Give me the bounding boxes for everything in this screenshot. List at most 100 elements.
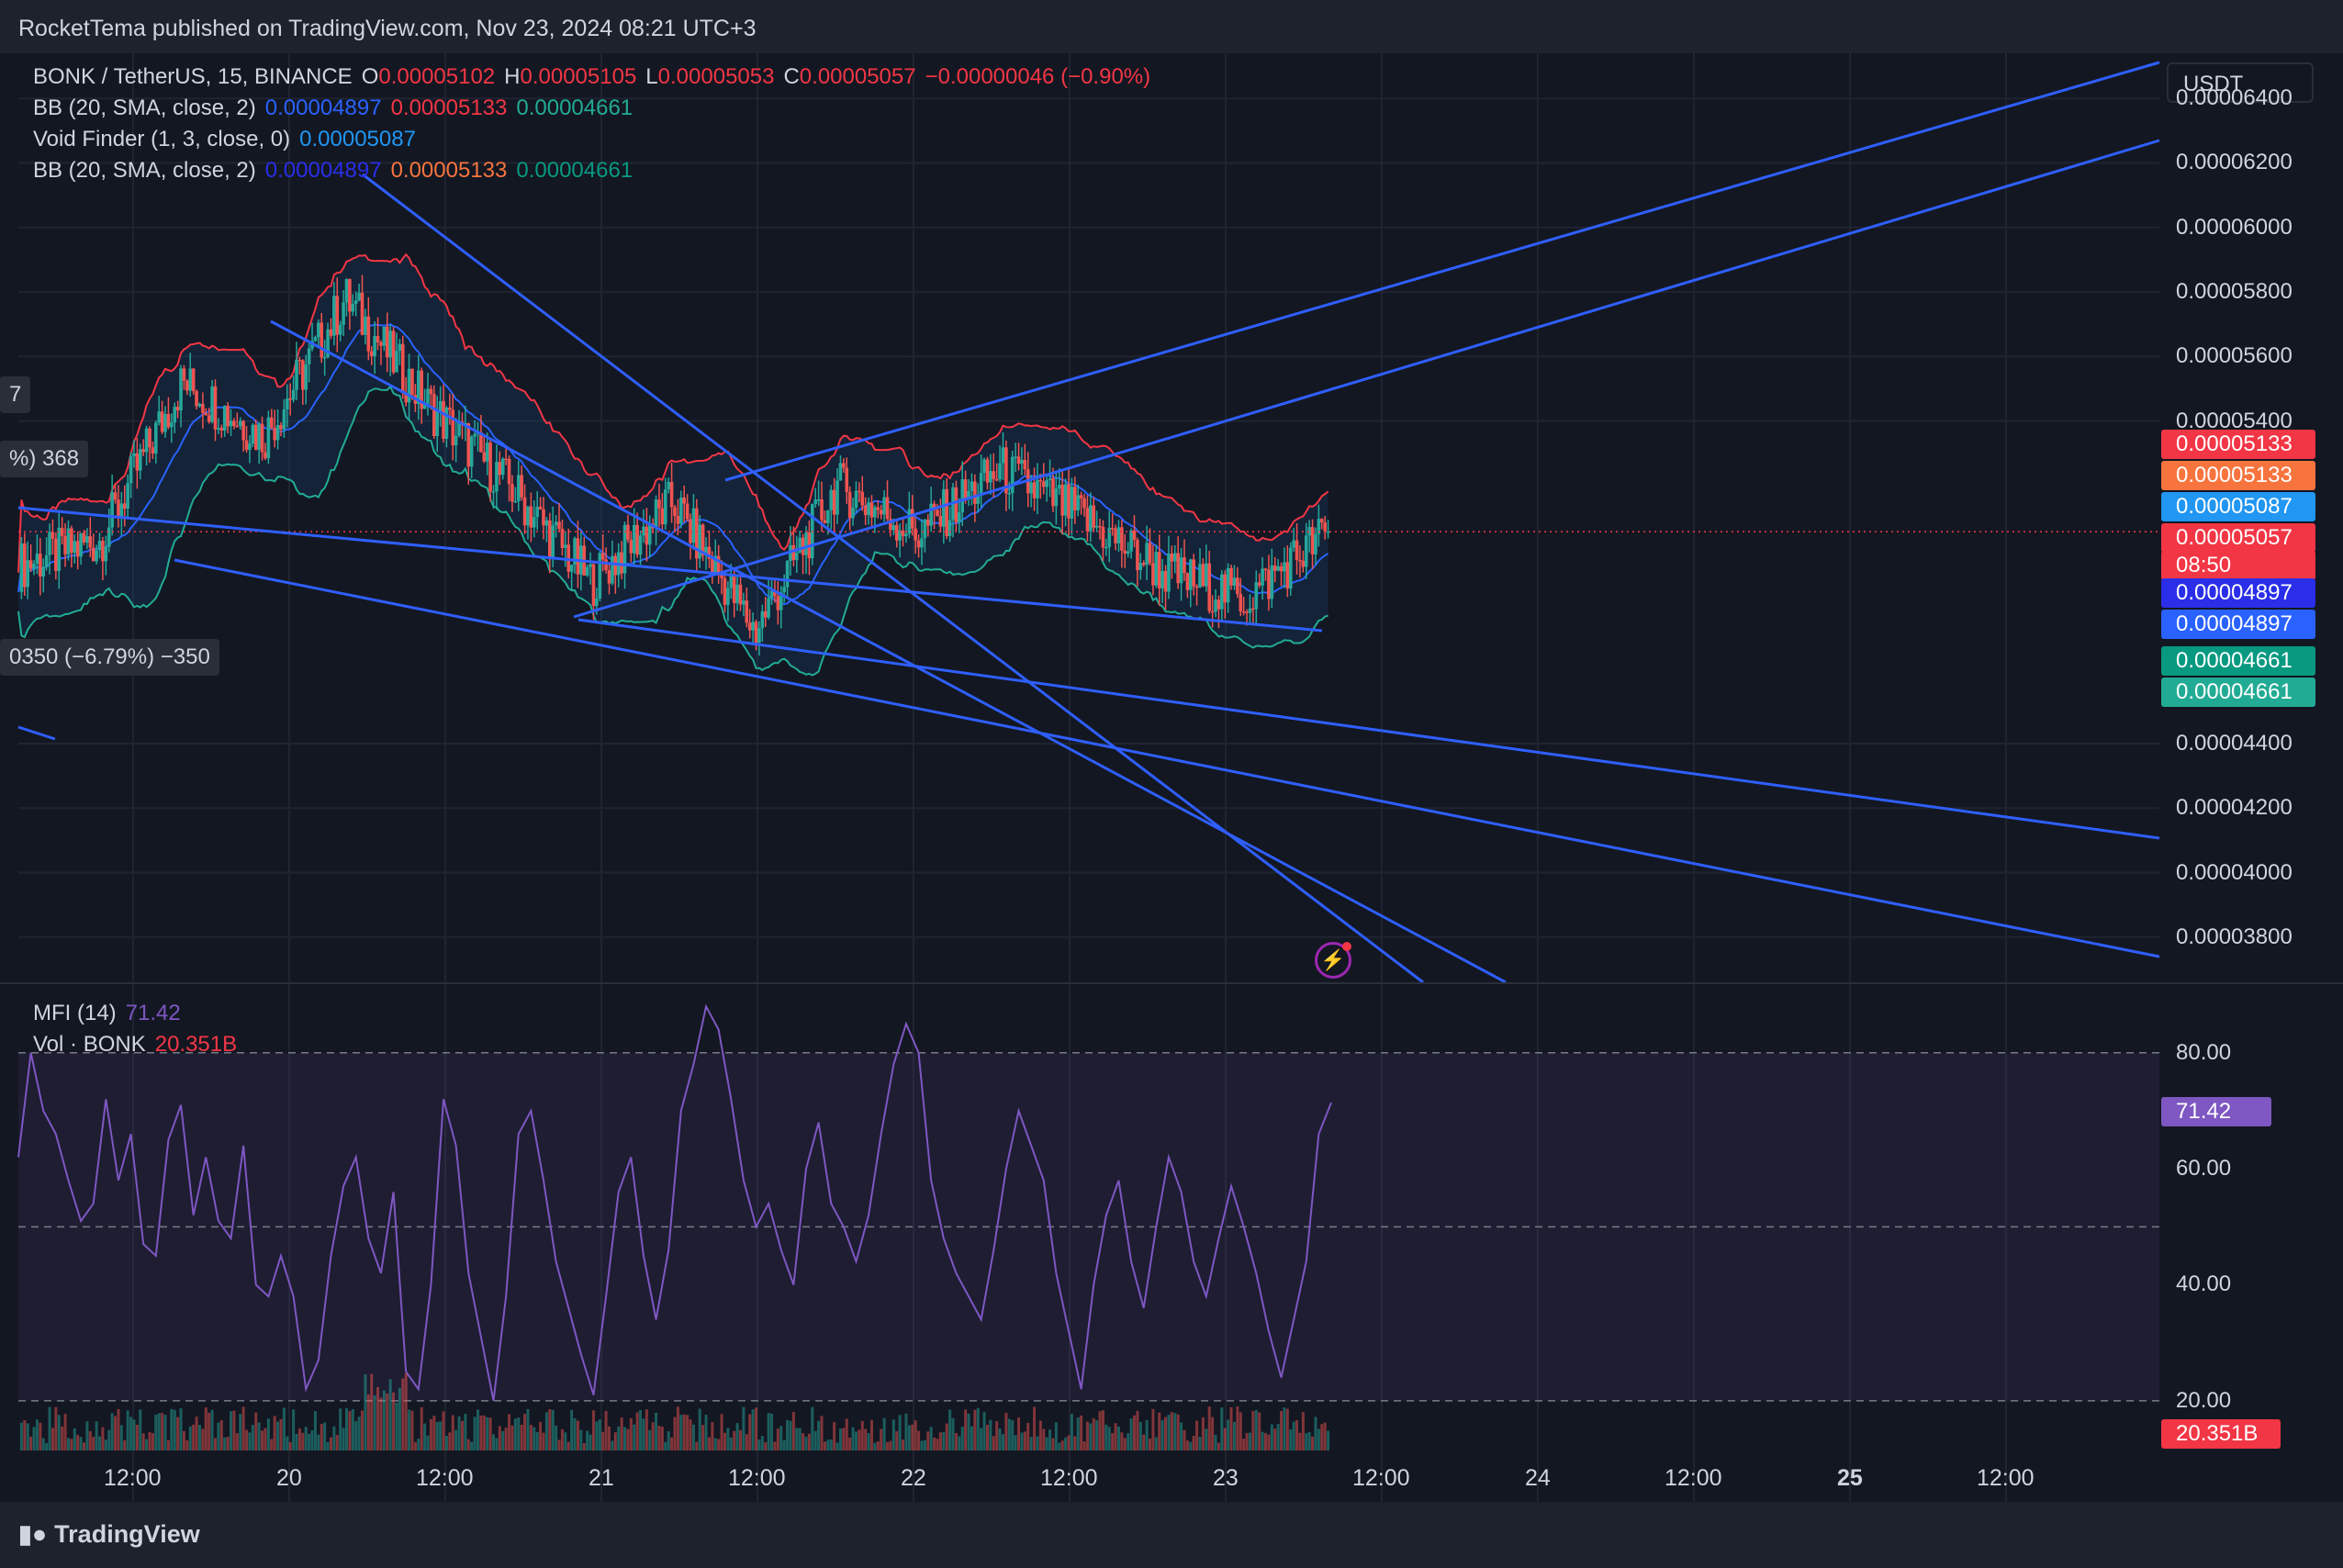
- candle-body: [320, 322, 324, 358]
- volume-bar: [286, 1436, 289, 1450]
- volume-bar: [270, 1439, 274, 1450]
- volume-bar: [1198, 1437, 1202, 1450]
- candle-body: [1129, 530, 1133, 552]
- candle-body: [226, 406, 230, 427]
- trend-line: [17, 506, 1323, 633]
- candle-body: [600, 553, 605, 560]
- candle-body: [813, 499, 818, 505]
- candle-body: [801, 537, 805, 555]
- volume-bar: [339, 1408, 342, 1450]
- candle-body: [647, 523, 652, 545]
- volume-bar: [682, 1414, 686, 1450]
- volume-bar: [1089, 1423, 1093, 1450]
- candle-body: [469, 436, 474, 467]
- volume-bar: [757, 1439, 761, 1450]
- time-axis-tick: 12:00: [1040, 1465, 1098, 1491]
- lightning-icon[interactable]: ⚡: [1315, 942, 1351, 979]
- pane-separator[interactable]: [0, 982, 2343, 984]
- candle-body: [1241, 610, 1246, 613]
- volume-bar: [535, 1431, 539, 1450]
- mfi-legend[interactable]: MFI (14) 71.42: [33, 1001, 190, 1026]
- bb2-legend[interactable]: BB (20, SMA, close, 2) 0.00004897 0.000051…: [33, 158, 642, 184]
- volume-bar: [408, 1409, 411, 1450]
- candle-body: [28, 560, 33, 569]
- volume-bar: [117, 1408, 120, 1450]
- candle-body: [860, 491, 865, 506]
- volume-bar: [370, 1373, 374, 1450]
- measure-label-1[interactable]: 7: [0, 376, 31, 413]
- candle-body: [754, 622, 758, 644]
- candle-body: [544, 520, 549, 526]
- candle-body: [498, 462, 502, 476]
- measure-label-3[interactable]: 0350 (−6.79%) −350: [0, 639, 219, 676]
- candle-body: [1292, 540, 1295, 548]
- volume-bar: [826, 1439, 830, 1450]
- volume-bar: [586, 1430, 589, 1450]
- tradingview-logo[interactable]: ▮● TradingView: [18, 1520, 200, 1549]
- volume-bar: [470, 1441, 474, 1450]
- volume-bar: [1201, 1417, 1205, 1450]
- candle-body: [747, 622, 752, 631]
- candle-body: [804, 532, 808, 555]
- volume-bar: [604, 1410, 608, 1450]
- void-legend[interactable]: Void Finder (1, 3, close, 0) 0.00005087: [33, 127, 425, 152]
- volume-bar: [210, 1409, 214, 1450]
- volume-bar: [282, 1407, 286, 1450]
- candle-body: [1070, 487, 1074, 519]
- volume-bar: [1138, 1421, 1142, 1450]
- volume-bar: [1192, 1436, 1195, 1450]
- candle-body: [1205, 563, 1208, 587]
- bb1-legend[interactable]: BB (20, SMA, close, 2) 0.00004897 0.000051…: [33, 95, 642, 121]
- candle-body: [925, 519, 930, 526]
- volume-bar: [711, 1422, 714, 1450]
- volume-bar: [845, 1418, 848, 1450]
- candle-body: [1295, 540, 1299, 560]
- candle-body: [1183, 557, 1186, 574]
- candle-body: [791, 544, 796, 561]
- volume-bar: [132, 1419, 136, 1450]
- candle-body: [735, 584, 739, 603]
- candle-body: [591, 564, 596, 607]
- candle-body: [742, 600, 746, 605]
- volume-bar: [1007, 1418, 1011, 1450]
- bollinger-lower-line: [17, 385, 1328, 677]
- currency-button[interactable]: USDT: [2167, 62, 2314, 103]
- candle-body: [1004, 447, 1008, 494]
- candle-body: [554, 521, 558, 526]
- candle-body: [479, 431, 483, 453]
- candle-body: [947, 520, 952, 536]
- volume-bar: [454, 1429, 458, 1450]
- volume-bar: [1142, 1434, 1146, 1450]
- measure-label-2[interactable]: %) 368: [0, 441, 89, 477]
- candle-body: [1092, 505, 1096, 528]
- candle-body: [1051, 478, 1055, 507]
- volume-bar: [1183, 1429, 1186, 1450]
- volume-bar: [798, 1428, 802, 1450]
- candle-body: [1276, 566, 1280, 571]
- volume-bar: [101, 1427, 105, 1450]
- candle-body: [785, 560, 790, 588]
- volume-bar: [517, 1417, 521, 1450]
- candle-body: [188, 368, 193, 391]
- candle-body: [304, 364, 308, 390]
- candle-body: [945, 488, 949, 536]
- candle-body: [551, 525, 555, 558]
- candle-body: [195, 391, 198, 407]
- candle-body: [420, 370, 424, 409]
- candle-body: [1020, 459, 1024, 465]
- candle-body: [23, 543, 27, 588]
- volume-bar: [457, 1416, 461, 1450]
- volume-bar: [1020, 1432, 1024, 1450]
- volume-bar: [704, 1415, 708, 1450]
- candle-body: [70, 528, 73, 554]
- volume-bar: [660, 1427, 664, 1450]
- volume-legend[interactable]: Vol · BONK 20.351B: [33, 1032, 246, 1058]
- volume-bar: [980, 1428, 983, 1450]
- volume-bar: [995, 1421, 999, 1450]
- volume-bar: [364, 1374, 367, 1450]
- volume-bar: [88, 1430, 92, 1450]
- symbol-name[interactable]: BONK / TetherUS, 15, BINANCE: [33, 64, 353, 89]
- volume-bar: [323, 1422, 327, 1450]
- candle-body: [738, 584, 743, 605]
